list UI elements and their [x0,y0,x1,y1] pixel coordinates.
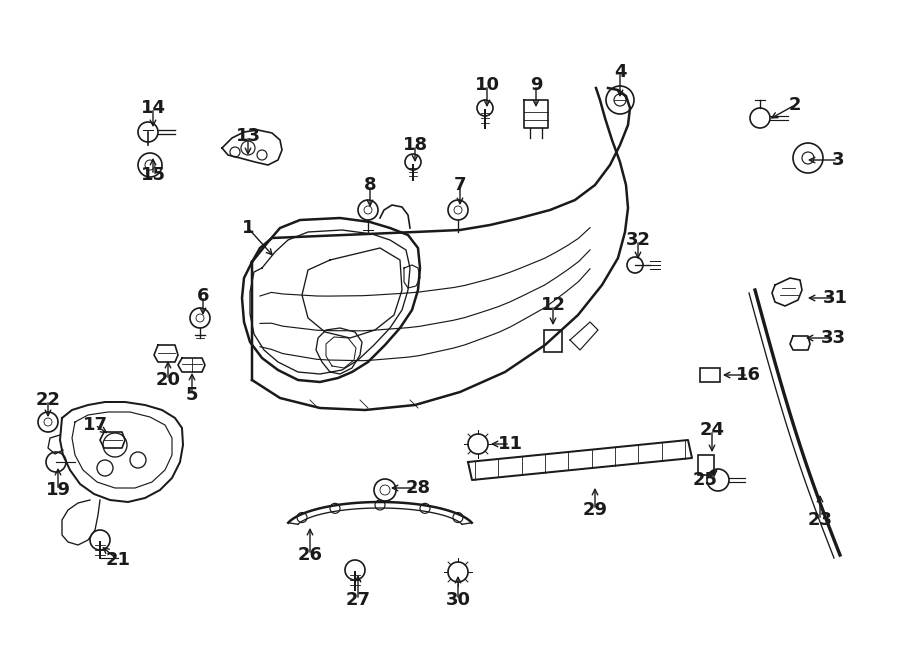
Text: 24: 24 [699,421,725,439]
Text: 30: 30 [446,591,471,609]
Text: 27: 27 [346,591,371,609]
Text: 14: 14 [140,99,166,117]
Text: 7: 7 [454,176,466,194]
Bar [698,455,714,475]
Text: 22: 22 [35,391,60,409]
Text: 3: 3 [832,151,844,169]
Text: 6: 6 [197,287,210,305]
Text: 8: 8 [364,176,376,194]
Text: 26: 26 [298,546,322,564]
Text: 15: 15 [140,166,166,184]
Text: 5: 5 [185,386,198,404]
Text: 31: 31 [823,289,848,307]
Text: 13: 13 [236,127,260,145]
Text: 1: 1 [242,219,255,237]
Text: 17: 17 [83,416,107,434]
Text: 29: 29 [582,501,608,519]
Text: 25: 25 [692,471,717,489]
Text: 19: 19 [46,481,70,499]
Text: 9: 9 [530,76,542,94]
Text: 10: 10 [474,76,500,94]
Text: 20: 20 [156,371,181,389]
Text: 11: 11 [498,435,523,453]
Text: 12: 12 [541,296,565,314]
Bar [544,330,562,352]
Text: 16: 16 [735,366,760,384]
Bar [700,368,720,382]
Text: 33: 33 [821,329,845,347]
Text: 4: 4 [614,63,626,81]
Text: 23: 23 [807,511,833,529]
Text: 18: 18 [402,136,428,154]
Text: 32: 32 [626,231,651,249]
Text: 28: 28 [405,479,430,497]
Text: 21: 21 [105,551,130,569]
Text: 2: 2 [788,96,801,114]
